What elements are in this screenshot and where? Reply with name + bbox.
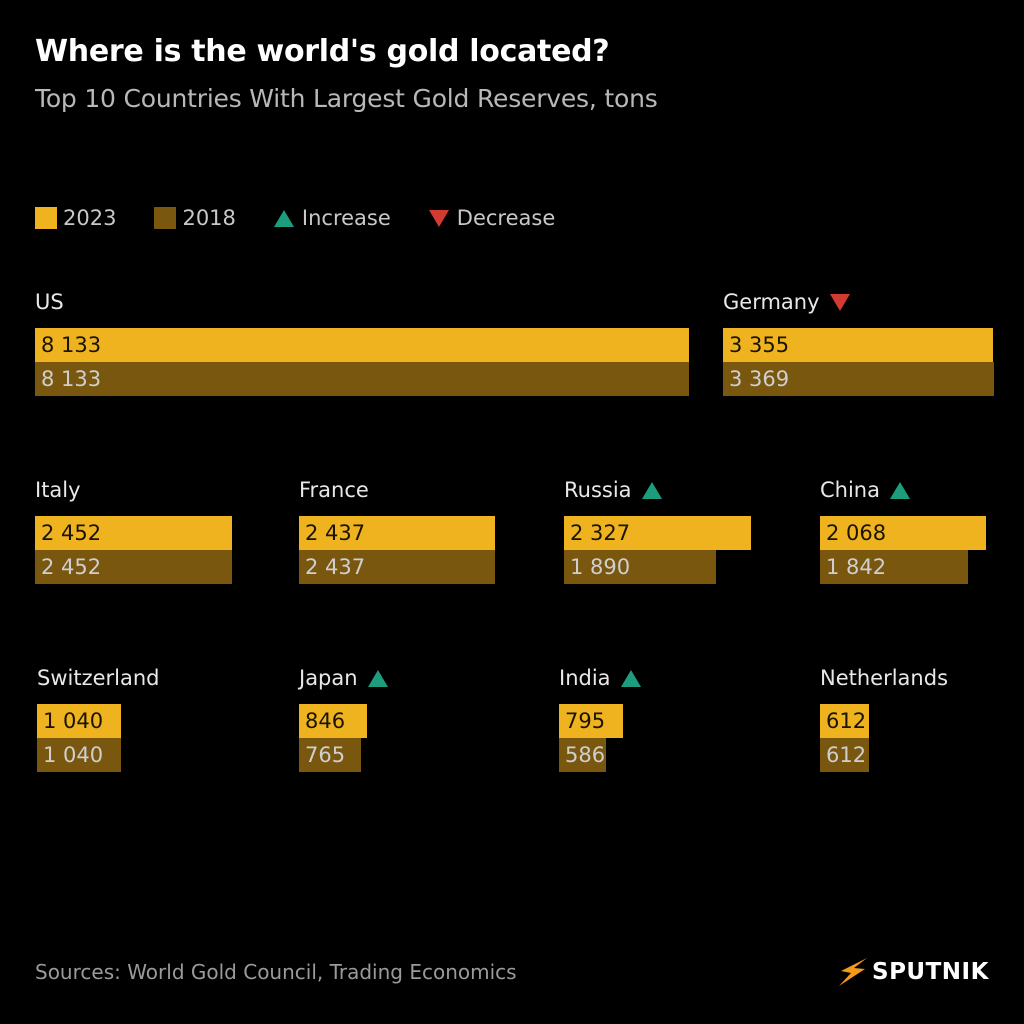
legend-item-2018: 2018 — [154, 206, 236, 230]
legend-label-2018: 2018 — [182, 206, 236, 230]
increase-triangle-icon — [273, 209, 294, 227]
decrease-triangle-icon — [428, 209, 449, 227]
country-name: India — [559, 666, 611, 690]
bar-2018-netherlands: 612 — [820, 738, 869, 772]
bar-2018-us: 8 133 — [35, 362, 689, 396]
bar-2018-china: 1 842 — [820, 550, 968, 584]
legend-item-2023: 2023 — [35, 206, 116, 230]
country-name: China — [820, 478, 880, 502]
country-label-russia: Russia — [564, 477, 662, 503]
decrease-triangle-icon — [829, 293, 850, 311]
sputnik-bolt-icon — [839, 958, 867, 986]
chart-subtitle: Top 10 Countries With Largest Gold Reser… — [35, 84, 658, 113]
country-name: Switzerland — [37, 666, 160, 690]
legend-item-decrease: Decrease — [428, 206, 556, 230]
country-label-us: US — [35, 289, 64, 315]
increase-triangle-icon — [620, 669, 641, 687]
sputnik-logo: SPUTNIK — [838, 955, 989, 989]
bar-2023-india: 795 — [559, 704, 623, 738]
country-name: Japan — [299, 666, 358, 690]
country-label-switzerland: Switzerland — [37, 665, 160, 691]
country-name: Italy — [35, 478, 81, 502]
legend-label-2023: 2023 — [63, 206, 117, 230]
legend-swatch-2018 — [154, 207, 177, 229]
bar-2018-russia: 1 890 — [564, 550, 716, 584]
increase-triangle-icon — [367, 669, 388, 687]
country-name: Russia — [564, 478, 632, 502]
bar-2023-russia: 2 327 — [564, 516, 751, 550]
country-label-france: France — [299, 477, 369, 503]
country-label-japan: Japan — [299, 665, 388, 691]
legend-swatch-2023 — [35, 207, 57, 229]
country-label-germany: Germany — [723, 289, 850, 315]
increase-triangle-icon — [641, 481, 662, 499]
country-name: France — [299, 478, 369, 502]
bar-2023-us: 8 133 — [35, 328, 689, 362]
bar-2023-italy: 2 452 — [35, 516, 232, 550]
bar-2023-netherlands: 612 — [820, 704, 869, 738]
legend-label-increase: Increase — [301, 206, 391, 230]
bar-2023-france: 2 437 — [299, 516, 495, 550]
bar-2023-switzerland: 1 040 — [37, 704, 121, 738]
legend: 2023 2018 Increase Decrease — [35, 205, 555, 231]
country-name: US — [35, 290, 64, 314]
increase-triangle-icon — [890, 481, 910, 499]
country-label-italy: Italy — [35, 477, 81, 503]
country-name: Netherlands — [820, 666, 949, 690]
bar-2023-china: 2 068 — [820, 516, 986, 550]
country-label-china: China — [820, 477, 910, 503]
legend-item-increase: Increase — [273, 206, 391, 230]
bar-2018-switzerland: 1 040 — [37, 738, 121, 772]
bar-2018-india: 586 — [559, 738, 606, 772]
bar-2018-germany: 3 369 — [723, 362, 994, 396]
country-name: Germany — [723, 290, 820, 314]
legend-label-decrease: Decrease — [456, 206, 556, 230]
country-label-india: India — [559, 665, 641, 691]
bar-2018-france: 2 437 — [299, 550, 495, 584]
bar-2023-germany: 3 355 — [723, 328, 993, 362]
source-note: Sources: World Gold Council, Trading Eco… — [35, 960, 517, 984]
logo-text: SPUTNIK — [872, 959, 989, 985]
bar-2018-italy: 2 452 — [35, 550, 232, 584]
bar-2023-japan: 846 — [299, 704, 367, 738]
chart-title: Where is the world's gold located? — [35, 34, 610, 69]
country-label-netherlands: Netherlands — [820, 665, 948, 691]
bar-2018-japan: 765 — [299, 738, 361, 772]
